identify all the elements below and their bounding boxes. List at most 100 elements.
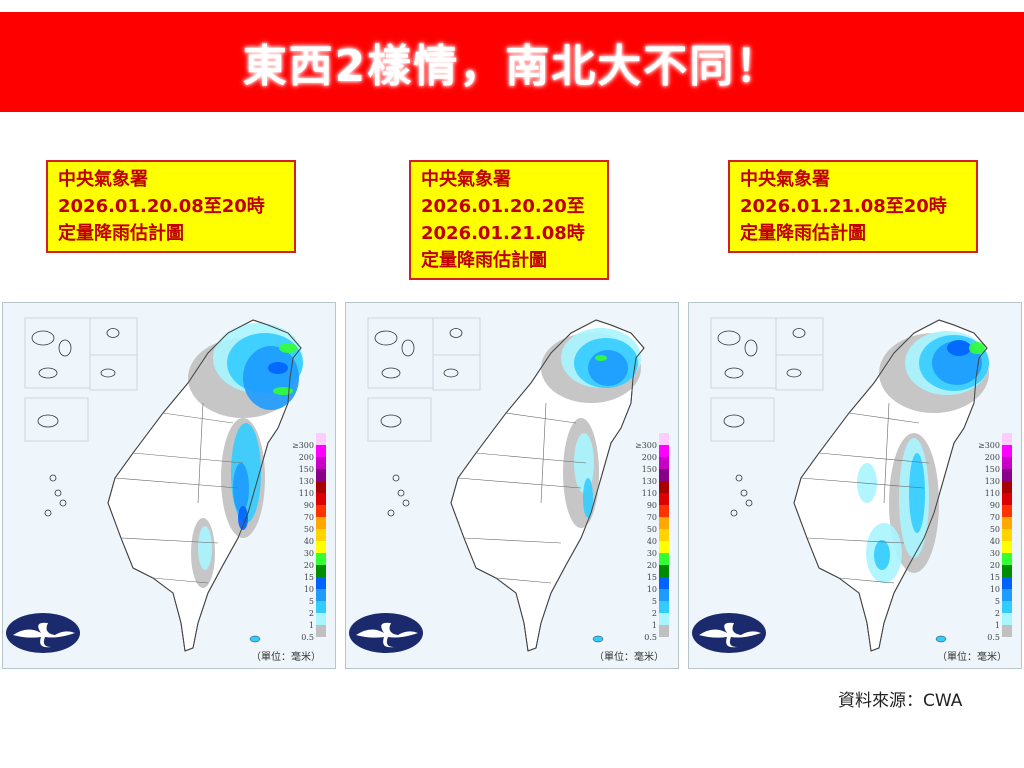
panel-label-3: 中央氣象署 2026.01.21.08至20時 定量降雨估計圖 <box>728 160 978 253</box>
unit-label: （單位：毫米） <box>937 652 1007 663</box>
rain-map-3: 0.5 1 2 5 10 15 20 30 40 50 70 90 110 130 150 200 ≥300 （單… <box>688 302 1022 669</box>
legend-swatch <box>1002 553 1012 565</box>
legend-label: 10 <box>647 585 657 594</box>
legend-swatch <box>1002 565 1012 577</box>
legend-label: 90 <box>304 501 314 510</box>
cwa-logo <box>6 613 80 653</box>
legend-label: 10 <box>304 585 314 594</box>
rainfall-area <box>279 343 297 353</box>
legend-swatch <box>316 553 326 565</box>
legend-label: 0.5 <box>644 633 657 642</box>
rainfall-area <box>268 362 288 374</box>
rainfall-area <box>595 355 607 361</box>
legend-swatch <box>1002 517 1012 529</box>
rain-map-2: 0.5 1 2 5 10 15 20 30 40 50 70 90 110 130 150 200 ≥300 （單… <box>345 302 679 669</box>
taiwan-outline <box>450 319 645 652</box>
legend-swatch <box>1002 469 1012 481</box>
legend-label: 30 <box>304 549 314 558</box>
inset-box <box>89 317 138 356</box>
legend-swatch <box>316 625 326 637</box>
legend-label: 1 <box>652 621 657 630</box>
legend-swatch <box>659 445 669 457</box>
legend-label: 30 <box>647 549 657 558</box>
taiwan-map <box>450 319 645 652</box>
penghu-island <box>392 474 400 482</box>
legend-label: ≥300 <box>292 441 314 450</box>
title-banner: 東西2樣情，南北大不同！ <box>0 12 1024 112</box>
label-line: 定量降雨估計圖 <box>421 250 547 271</box>
island-outline <box>723 414 745 428</box>
island-outline <box>786 368 802 378</box>
panel-label-1: 中央氣象署 2026.01.20.08至20時 定量降雨估計圖 <box>46 160 296 253</box>
legend-label: 200 <box>642 453 657 462</box>
rainfall-area <box>198 526 212 570</box>
county-border <box>540 402 547 504</box>
rainfall-area <box>273 387 293 395</box>
penghu-island <box>44 509 52 517</box>
legend-swatch <box>316 445 326 457</box>
legend-label: 5 <box>309 597 314 606</box>
rainfall-area <box>583 478 593 518</box>
county-border <box>120 537 219 544</box>
legend-swatch <box>659 553 669 565</box>
legend-label: 110 <box>985 489 1000 498</box>
legend-swatch <box>316 613 326 625</box>
inset-box <box>775 354 824 391</box>
panel-label-2: 中央氣象署 2026.01.20.20至 2026.01.21.08時 定量降雨… <box>409 160 609 280</box>
legend-swatch <box>1002 433 1012 445</box>
legend-swatch <box>1002 613 1012 625</box>
legend-swatch <box>659 505 669 517</box>
legend-swatch <box>659 613 669 625</box>
county-border <box>114 477 239 489</box>
legend-swatch <box>659 469 669 481</box>
county-border <box>132 452 244 464</box>
rainfall-area <box>243 346 299 410</box>
island-outline <box>381 367 401 379</box>
legend-swatch <box>316 493 326 505</box>
penghu-island <box>54 489 62 497</box>
legend-label: 0.5 <box>301 633 314 642</box>
legend-label: 20 <box>647 561 657 570</box>
island-outline <box>443 368 459 378</box>
legend-label: 15 <box>990 573 1000 582</box>
island-outline <box>724 367 744 379</box>
legend-label: 130 <box>299 477 314 486</box>
island-outline <box>792 328 806 338</box>
label-line: 2026.01.21.08時 <box>421 223 585 244</box>
county-border <box>848 412 920 424</box>
inset-box <box>432 354 481 391</box>
legend-swatch <box>316 505 326 517</box>
taiwan-map <box>107 319 303 652</box>
legend-swatch <box>316 433 326 445</box>
county-border <box>463 537 562 544</box>
legend-swatch <box>1002 541 1012 553</box>
taiwan-outline <box>107 319 302 652</box>
legend-label: ≥300 <box>635 441 657 450</box>
legend-swatch <box>659 577 669 589</box>
legend-swatch <box>1002 493 1012 505</box>
label-line: 定量降雨估計圖 <box>58 223 184 244</box>
county-border <box>806 537 905 544</box>
legend-swatch <box>316 469 326 481</box>
legend-label: 15 <box>647 573 657 582</box>
county-border <box>457 477 582 489</box>
inset-box <box>710 317 777 389</box>
cwa-logo <box>692 613 766 653</box>
label-line: 定量降雨估計圖 <box>740 223 866 244</box>
legend-label: 150 <box>642 465 657 474</box>
rainfall-area <box>874 540 890 570</box>
legend-label: 200 <box>985 453 1000 462</box>
rain-map-1: 0.5 1 2 5 10 15 20 30 40 50 70 90 110 130 150 200 ≥300 （單… <box>2 302 336 669</box>
legend-swatch <box>659 481 669 493</box>
island-outline <box>374 330 398 346</box>
legend-swatch <box>1002 481 1012 493</box>
rainfall-area <box>909 453 925 533</box>
legend-swatch <box>659 433 669 445</box>
legend-label: 110 <box>299 489 314 498</box>
inset-box <box>367 317 434 389</box>
island-outline <box>717 330 741 346</box>
legend-swatch <box>659 589 669 601</box>
legend-swatch <box>316 589 326 601</box>
rainfall-area <box>238 506 248 530</box>
rainfall-area <box>857 463 877 503</box>
